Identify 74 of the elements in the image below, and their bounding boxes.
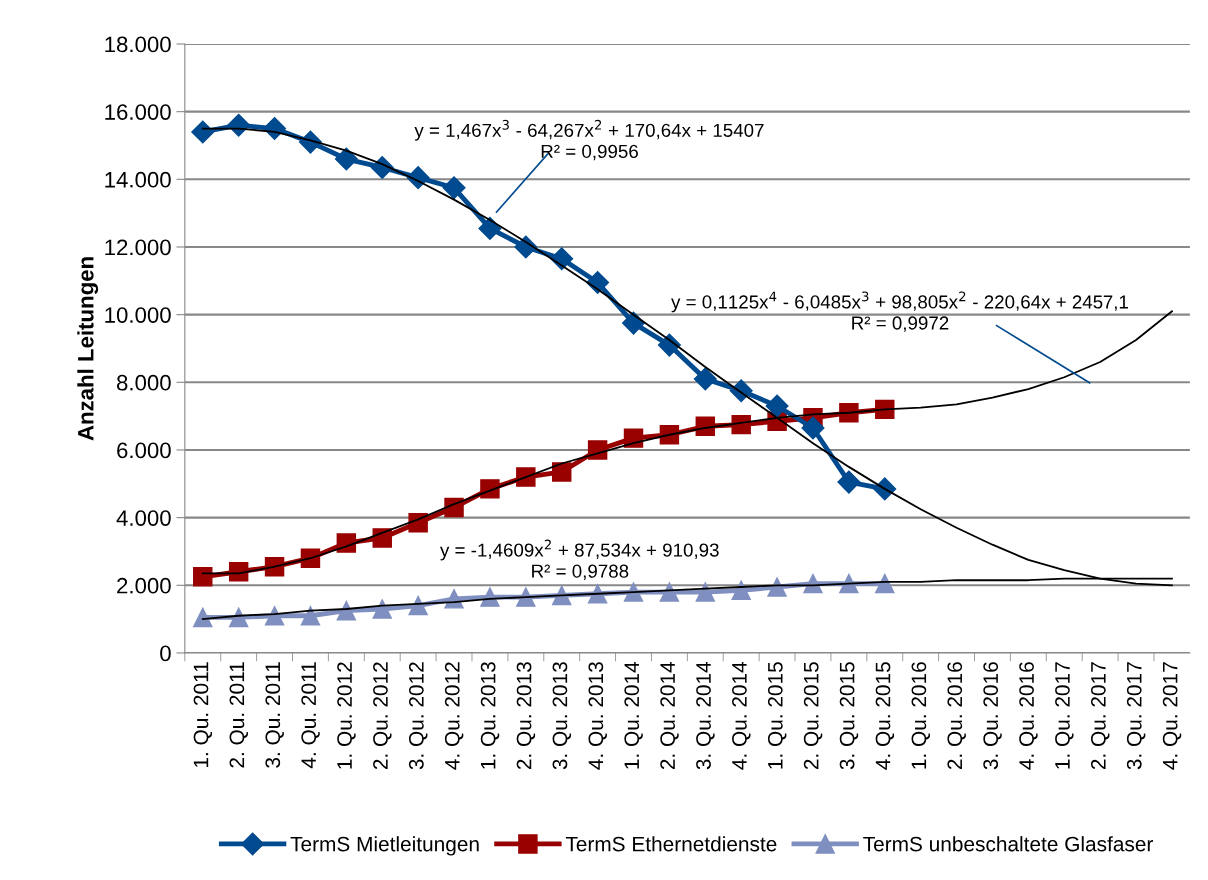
- point: [442, 176, 466, 200]
- point: [551, 462, 572, 482]
- x-tick-label: 2. Qu. 2011: [229, 662, 248, 768]
- y-tick-label: 10.000: [105, 307, 171, 323]
- annotation: y = 1,467x$^{3}$ - 64,267x$^{2}$ + 170,64x + 15407 R² = 0,9956: [414, 119, 764, 161]
- y-tick-label: 2.000: [117, 577, 171, 594]
- x-tick-label: 2. Qu. 2014: [660, 661, 679, 770]
- annotation: y = -1,4609x$^{2}$ + 87,534x + 910,93 R² = 0,9788: [440, 539, 719, 581]
- point: [765, 394, 789, 418]
- text: y = 0,1125x$^{4}$ - 6,0485x$^{3}$ + 98,805x$^{2}$ - 220,64x + 2457,1 R² = 0,9972: [671, 291, 1128, 332]
- x-tick-label: 1. Qu. 2012: [337, 662, 356, 769]
- point: [622, 311, 646, 335]
- x-tick-label: 1. Qu. 2015: [767, 662, 787, 769]
- point: [837, 470, 861, 494]
- point: [695, 582, 716, 602]
- point: [801, 416, 825, 440]
- y-tick-label: 14.000: [105, 171, 171, 188]
- x-tick-label: 2. Qu. 2016: [947, 662, 966, 770]
- x-tick-label: 3. Qu. 2012: [408, 662, 428, 770]
- y-tick-label: 0: [160, 645, 171, 662]
- x-tick-label: 1. Qu. 2014: [624, 661, 643, 769]
- legend-label: TermS Mietleitungen: [290, 836, 479, 856]
- y-tick-label: 12.000: [105, 239, 171, 256]
- legend-label: TermS Ethernetdienste: [565, 836, 777, 852]
- x-tick-label: 4. Qu. 2014: [732, 661, 751, 770]
- point: [227, 113, 251, 137]
- point: [839, 403, 859, 423]
- point: [193, 607, 213, 628]
- point: [551, 585, 572, 606]
- point: [731, 580, 751, 601]
- y-tick-label: 6.000: [117, 442, 171, 459]
- point: [623, 582, 644, 602]
- point: [693, 367, 717, 391]
- x-tick-label: 2. Qu. 2017: [1090, 662, 1110, 770]
- point: [334, 147, 358, 171]
- x-tick-label: 2. Qu. 2015: [803, 662, 823, 770]
- point: [191, 120, 215, 144]
- legend-label: TermS unbeschaltete Glasfaser: [863, 836, 1154, 852]
- point: [336, 600, 357, 621]
- x-tick-label: 3. Qu. 2014: [696, 661, 715, 770]
- point: [839, 573, 859, 594]
- y-tick-label: 18.000: [105, 36, 171, 53]
- point: [623, 428, 644, 448]
- x-tick-label: 3. Qu. 2016: [983, 662, 1002, 770]
- point: [516, 587, 536, 607]
- x-tick-label: 1. Qu. 2013: [480, 662, 500, 769]
- point: [767, 577, 787, 597]
- point: [731, 414, 751, 435]
- point: [300, 606, 321, 626]
- point: [659, 582, 680, 602]
- x-tick-label: 1. Qu. 2011: [193, 662, 213, 768]
- x-tick-label: 3. Qu. 2017: [1126, 662, 1146, 770]
- x-tick-label: 4. Qu. 2011: [301, 662, 320, 769]
- x-tick-label: 4. Qu. 2013: [588, 662, 607, 770]
- x-tick-label: 2. Qu. 2012: [373, 662, 392, 770]
- point: [372, 599, 392, 619]
- x-tick-label: 4. Qu. 2016: [1019, 662, 1038, 770]
- x-tick-label: 3. Qu. 2015: [839, 662, 859, 770]
- x-tick-label: 1. Qu. 2016: [911, 662, 930, 769]
- x-tick-label: 3. Qu. 2013: [552, 662, 572, 770]
- point: [228, 607, 249, 628]
- point: [587, 440, 608, 460]
- y-tick-label: 16.000: [105, 104, 171, 120]
- y-tick-label: 8.000: [116, 374, 171, 391]
- x-tick-label: 3. Qu. 2011: [265, 662, 284, 768]
- point: [193, 567, 213, 587]
- x-tick-label: 4. Qu. 2012: [444, 662, 464, 770]
- x-tick-label: 4. Qu. 2015: [875, 662, 895, 770]
- x-tick-label: 1. Qu. 2017: [1055, 662, 1074, 769]
- y-axis-title: Anzahl Leitungen: [77, 257, 99, 441]
- x-tick-label: 2. Qu. 2013: [516, 662, 536, 770]
- x-tick-label: 4. Qu. 2017: [1162, 662, 1182, 770]
- y-tick-label: 4.000: [116, 510, 171, 526]
- point: [478, 216, 502, 240]
